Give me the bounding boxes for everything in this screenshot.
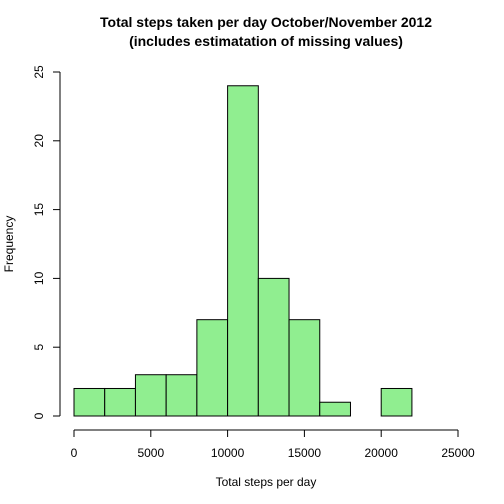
chart-title-line1: Total steps taken per day October/Novemb… [100,14,432,30]
x-tick-label-5: 25000 [441,446,475,460]
x-tick-label-1: 5000 [137,446,164,460]
histogram-bar-5 [227,85,259,417]
histogram-bar-7 [288,319,321,417]
y-tick-label-5: 25 [32,65,46,79]
x-tick-label-3: 15000 [288,446,322,460]
y-tick-label-0: 0 [32,412,46,419]
y-tick-label-4: 20 [32,134,46,148]
histogram-bar-8 [319,401,351,417]
y-tick-label-2: 10 [32,271,46,285]
x-tick-label-2: 10000 [211,446,245,460]
histogram-bar-6 [257,277,290,417]
bars-group [73,85,413,417]
histogram-bar-4 [196,319,229,417]
y-tick-label-1: 5 [32,344,46,351]
histogram-bar-1 [104,387,136,417]
y-tick-label-3: 15 [32,203,46,217]
histogram-bar-10 [380,387,413,417]
x-tick-label-0: 0 [71,446,78,460]
histogram-bar-3 [165,374,198,417]
y-axis-label: Frequency [2,216,16,273]
x-axis-label: Total steps per day [216,475,317,489]
chart-title-line2: (includes estimatation of missing values… [129,33,403,49]
histogram-bar-2 [134,374,167,417]
x-tick-label-4: 20000 [365,446,399,460]
histogram-bar-0 [73,387,106,417]
y-axis: 0 5 10 15 20 25 [32,65,61,419]
x-axis: 0 5000 10000 15000 20000 25000 [71,429,475,460]
